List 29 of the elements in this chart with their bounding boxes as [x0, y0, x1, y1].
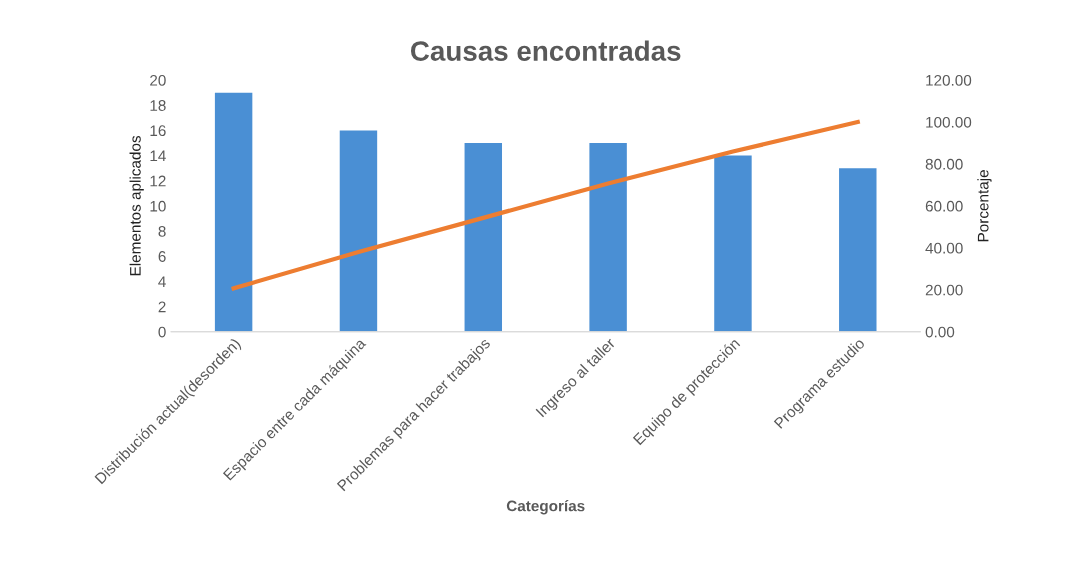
y2-tick-label: 60.00 — [925, 200, 963, 212]
y-tick-label: 12 — [150, 175, 166, 187]
y-axis-title: Elementos aplicados — [129, 135, 144, 276]
y2-tick-label: 100.00 — [926, 116, 972, 128]
bar — [464, 143, 503, 332]
y-tick-label: 6 — [158, 251, 166, 262]
y-tick-label: 20 — [150, 74, 166, 86]
bar — [214, 92, 253, 332]
y-tick-label: 4 — [158, 276, 166, 287]
y2-tick-label: 40.00 — [925, 242, 963, 254]
y-tick-label: 16 — [150, 125, 166, 137]
y-tick-label: 0 — [158, 326, 166, 338]
bar — [714, 155, 752, 332]
y-tick-label: 18 — [150, 100, 166, 111]
bar — [589, 143, 627, 332]
bar — [339, 130, 378, 332]
y2-tick-label: 80.00 — [925, 158, 963, 170]
y-tick-label: 2 — [158, 301, 166, 313]
y-tick-label: 8 — [158, 225, 166, 237]
y-tick-label: 10 — [150, 200, 166, 212]
chart-title: Causas encontradas — [411, 40, 681, 61]
y2-axis-title: Porcentaje — [977, 170, 992, 242]
bar — [839, 168, 877, 332]
y2-tick-label: 20.00 — [925, 284, 963, 296]
y2-tick-label: 120.00 — [926, 74, 972, 86]
x-axis-title: Categorías — [506, 499, 585, 515]
y-tick-label: 14 — [150, 150, 166, 162]
line-series — [231, 119, 860, 291]
y2-tick-label: 0.00 — [925, 326, 955, 338]
